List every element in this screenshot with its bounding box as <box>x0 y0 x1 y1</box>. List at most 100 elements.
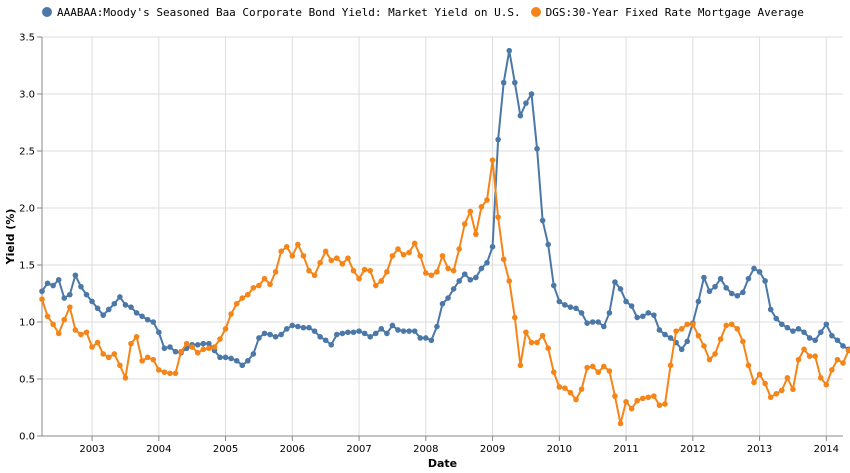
series-0-point[interactable] <box>528 91 535 97</box>
series-0-point[interactable] <box>350 329 357 336</box>
series-0-point[interactable] <box>817 329 824 336</box>
series-1-point[interactable] <box>178 348 184 355</box>
series-0-point[interactable] <box>122 302 129 308</box>
series-0-point[interactable] <box>144 316 151 323</box>
series-1-point[interactable] <box>261 275 268 282</box>
series-1-point[interactable] <box>628 405 635 412</box>
series-1-point[interactable] <box>78 331 84 338</box>
series-0-point[interactable] <box>217 354 223 361</box>
series-0-point[interactable] <box>256 335 262 341</box>
series-1-point[interactable] <box>779 387 785 394</box>
series-1-point[interactable] <box>506 278 513 284</box>
series-1-point[interactable] <box>217 336 223 342</box>
series-0-point[interactable] <box>834 337 841 344</box>
series-1-point[interactable] <box>150 356 157 363</box>
series-1-point[interactable] <box>461 221 468 227</box>
series-0-point[interactable] <box>728 290 735 297</box>
series-1-point[interactable] <box>845 347 850 354</box>
series-1-point[interactable] <box>512 314 518 321</box>
series-0-point[interactable] <box>790 328 796 334</box>
legend-item-baa[interactable]: AAABAA:Moody's Seasoned Baa Corporate Bo… <box>42 6 521 19</box>
series-0-point[interactable] <box>606 310 613 316</box>
series-1-point[interactable] <box>239 295 246 301</box>
series-0-point[interactable] <box>756 269 763 275</box>
series-1-point[interactable] <box>678 326 685 332</box>
series-0-point[interactable] <box>456 278 462 284</box>
series-0-point[interactable] <box>339 330 346 337</box>
series-0-point[interactable] <box>829 332 835 339</box>
series-1-point[interactable] <box>790 386 796 393</box>
series-0-point[interactable] <box>601 323 607 330</box>
series-0-point[interactable] <box>656 327 663 333</box>
series-1-point[interactable] <box>345 255 351 261</box>
series-1-point[interactable] <box>289 253 296 259</box>
series-0-point[interactable] <box>289 322 296 329</box>
series-0-point[interactable] <box>784 324 791 331</box>
series-1-point[interactable] <box>756 371 763 378</box>
series-1-point[interactable] <box>617 420 624 427</box>
series-1-point[interactable] <box>72 327 79 333</box>
series-1-point[interactable] <box>450 267 457 274</box>
series-1-point[interactable] <box>44 313 51 320</box>
series-1-point[interactable] <box>484 197 490 203</box>
series-0-point[interactable] <box>389 322 396 329</box>
series-0-point[interactable] <box>272 334 279 340</box>
series-0-point[interactable] <box>261 330 268 337</box>
series-0-point[interactable] <box>695 298 702 305</box>
series-0-point[interactable] <box>489 243 496 250</box>
series-1-point[interactable] <box>801 346 807 353</box>
series-0-point[interactable] <box>801 329 807 336</box>
series-1-point[interactable] <box>578 386 585 393</box>
series-1-point[interactable] <box>55 330 62 337</box>
series-1-point[interactable] <box>272 269 279 275</box>
series-0-point[interactable] <box>539 217 546 224</box>
series-1-point[interactable] <box>528 339 535 346</box>
series-0-point[interactable] <box>506 47 513 54</box>
series-1-point[interactable] <box>695 332 702 339</box>
series-1-point[interactable] <box>122 375 129 381</box>
series-1-point[interactable] <box>423 270 429 276</box>
series-0-point[interactable] <box>222 354 229 361</box>
series-1-point[interactable] <box>434 269 440 275</box>
series-0-point[interactable] <box>322 337 329 344</box>
series-1-point[interactable] <box>773 391 780 397</box>
series-0-point[interactable] <box>295 323 301 330</box>
series-0-point[interactable] <box>311 328 318 334</box>
series-0-point[interactable] <box>44 280 51 287</box>
series-0-point[interactable] <box>172 348 179 355</box>
series-1-point[interactable] <box>840 360 846 366</box>
series-1-point[interactable] <box>751 379 757 386</box>
series-1-point[interactable] <box>306 267 312 274</box>
series-1-point[interactable] <box>356 275 362 282</box>
series-0-point[interactable] <box>345 329 351 336</box>
series-0-point[interactable] <box>662 331 668 338</box>
series-0-point[interactable] <box>745 275 752 282</box>
series-1-point[interactable] <box>712 351 718 357</box>
series-1-point[interactable] <box>445 265 451 272</box>
series-0-point[interactable] <box>701 274 707 281</box>
series-1-point[interactable] <box>161 369 168 375</box>
series-0-point[interactable] <box>267 331 273 338</box>
series-1-point[interactable] <box>706 356 713 363</box>
series-0-point[interactable] <box>111 300 118 307</box>
series-1-point[interactable] <box>606 368 613 374</box>
series-1-point[interactable] <box>100 351 106 357</box>
series-1-point[interactable] <box>701 343 707 349</box>
series-1-point[interactable] <box>128 340 134 347</box>
series-1-point[interactable] <box>233 300 240 307</box>
series-1-point[interactable] <box>795 356 802 363</box>
series-0-point[interactable] <box>823 321 830 328</box>
series-1-point[interactable] <box>439 253 446 259</box>
series-0-point[interactable] <box>584 320 590 326</box>
series-0-point[interactable] <box>306 324 312 331</box>
series-1-point[interactable] <box>662 401 668 407</box>
series-0-point[interactable] <box>612 279 618 285</box>
series-1-point[interactable] <box>256 282 262 289</box>
series-0-point[interactable] <box>117 294 123 300</box>
series-0-point[interactable] <box>239 362 246 369</box>
series-1-point[interactable] <box>584 364 590 371</box>
series-0-point[interactable] <box>378 326 385 332</box>
series-0-point[interactable] <box>61 295 68 301</box>
series-0-point[interactable] <box>161 345 168 352</box>
series-1-point[interactable] <box>83 329 90 336</box>
